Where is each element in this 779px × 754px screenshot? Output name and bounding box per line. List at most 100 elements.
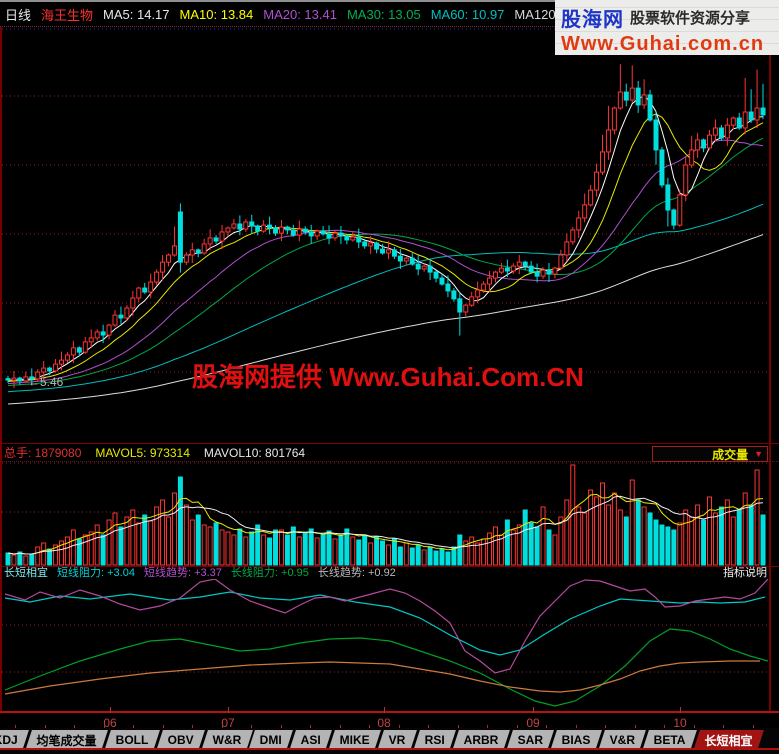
minor-tick: [163, 725, 164, 728]
tab-label: SAR: [517, 733, 543, 747]
indicator-value-readout: 短线阻力: +3.04: [57, 566, 135, 579]
selector-label: 成交量: [712, 447, 749, 462]
indicator-line: [4, 660, 760, 695]
indicator-tab[interactable]: DMI: [249, 730, 294, 748]
indicator-value-readout: 长线趋势: +0.92: [317, 566, 396, 579]
chevron-down-icon: ▼: [754, 448, 763, 459]
minor-tick: [340, 725, 341, 728]
tab-label: BIAS: [561, 733, 591, 747]
tab-label: VR: [389, 733, 406, 747]
minor-tick: [281, 725, 282, 728]
candlestick-chart[interactable]: ←5.46: [0, 27, 779, 443]
minor-tick: [74, 725, 75, 728]
month-label: 07: [221, 716, 235, 730]
indicator-tab[interactable]: BETA: [643, 730, 697, 748]
indicator-tab[interactable]: OBV: [156, 730, 205, 748]
price-chart-panel[interactable]: ←5.46 股海网提供 Www.Guhai.Com.CN: [0, 27, 779, 443]
indicator-chart-panel[interactable]: [0, 579, 779, 711]
stock-name: 海王生物: [41, 7, 94, 23]
tab-label: DMI: [260, 733, 283, 747]
watermark: 股海网提供 Www.Guhai.Com.CN: [192, 362, 584, 392]
indicator-header: 长短相宜 短线阻力: +3.04 短线趋势: +3.37 长线阻力: +0.95 长线…: [0, 566, 779, 579]
minor-tick: [487, 725, 488, 728]
indicator-line: [4, 579, 769, 674]
minor-tick: [104, 725, 105, 728]
indicator-tab[interactable]: RSI: [414, 730, 457, 748]
period-label[interactable]: 日线: [5, 7, 32, 23]
indicator-lines-chart[interactable]: [0, 579, 779, 711]
indicator-tab[interactable]: SAR: [506, 730, 555, 748]
logo-tagline: 股票软件资源分享: [630, 11, 751, 27]
indicator-name: 长短相宜: [4, 566, 48, 579]
minor-tick: [251, 725, 252, 728]
minor-tick: [399, 725, 400, 728]
indicator-tab[interactable]: V&R: [598, 730, 647, 748]
month-label: 06: [103, 716, 117, 730]
tab-label: OBV: [167, 733, 194, 747]
minor-tick: [428, 725, 429, 728]
tab-strip: KDJ 均笔成交量 BOLL OBV W&R DMI ASI MIKE VR RSI ARBR SAR…: [0, 730, 779, 750]
minor-tick: [605, 725, 606, 728]
left-frame-border: [0, 27, 2, 711]
mavol10-readout: MAVOL10: 801764: [203, 445, 306, 460]
indicator-tab[interactable]: VR: [378, 730, 418, 748]
minor-tick: [15, 725, 16, 728]
indicator-values: 短线阻力: +3.04 短线趋势: +3.37 长线阻力: +0.95 长线趋势: +…: [57, 566, 405, 579]
indicator-tab[interactable]: BIAS: [551, 730, 602, 748]
guhai-logo-banner[interactable]: 股海网 股票软件资源分享 Www.Guhai.com.cn: [555, 0, 779, 55]
month-label: 09: [526, 716, 540, 730]
minor-tick: [635, 725, 636, 728]
tab-label: BOLL: [115, 733, 149, 747]
svg-text:←5.46: ←5.46: [28, 375, 64, 389]
minor-tick: [517, 725, 518, 728]
tab-label: ASI: [301, 733, 322, 747]
month-tick: [384, 707, 385, 713]
indicator-line: [4, 591, 766, 656]
indicator-help-link[interactable]: 指标说明: [723, 567, 767, 579]
month-label: 10: [673, 716, 687, 730]
tab-label: RSI: [424, 733, 445, 747]
ma-readout: MA60: 10.97: [430, 6, 505, 22]
minor-tick: [546, 725, 547, 728]
ma-readout: MA5: 14.17: [103, 6, 170, 22]
volume-indicator-selector[interactable]: 成交量 ▼: [652, 446, 768, 462]
indicator-tab[interactable]: 均笔成交量: [26, 730, 108, 748]
mavol5-readout: MAVOL5: 973314: [95, 445, 190, 460]
tab-label: KDJ: [0, 733, 18, 747]
ma-readout: MA20: 13.41: [263, 6, 337, 22]
month-tick: [533, 707, 534, 713]
time-axis: 06 07 08 09 10: [0, 707, 779, 730]
minor-tick: [45, 725, 46, 728]
indicator-tab[interactable]: ASI: [290, 730, 333, 748]
ma-readout: MA30: 13.05: [346, 6, 421, 22]
right-frame-border: [769, 55, 771, 711]
volume-chart-panel[interactable]: [0, 462, 779, 566]
minor-tick: [458, 725, 459, 728]
indicator-tab[interactable]: BOLL: [105, 730, 160, 748]
minor-tick: [310, 725, 311, 728]
indicator-tab[interactable]: ARBR: [453, 730, 510, 748]
tab-label: 均笔成交量: [36, 733, 97, 748]
logo-brand: 股海网: [561, 9, 624, 31]
total-volume-readout: 总手: 1879080: [4, 446, 82, 460]
minor-tick: [664, 725, 665, 728]
minor-tick: [576, 725, 577, 728]
indicator-value-readout: 短线趋势: +3.37: [143, 566, 222, 579]
logo-url[interactable]: Www.Guhai.com.cn: [561, 33, 765, 55]
indicator-tab[interactable]: W&R: [201, 730, 253, 748]
indicator-tab[interactable]: 长短相宜: [693, 730, 764, 748]
volume-bars-chart[interactable]: [0, 462, 779, 566]
tab-label: V&R: [609, 733, 635, 747]
tab-label: ARBR: [463, 733, 499, 747]
indicator-tab-bar: KDJ 均笔成交量 BOLL OBV W&R DMI ASI MIKE VR RSI ARBR SAR…: [0, 728, 779, 754]
minor-tick: [753, 725, 754, 728]
indicator-value-readout: 长线阻力: +0.95: [230, 566, 309, 579]
indicator-tab[interactable]: MIKE: [329, 730, 382, 748]
month-label: 08: [377, 716, 391, 730]
minor-tick: [192, 725, 193, 728]
indicator-tab[interactable]: KDJ: [0, 730, 29, 748]
month-tick: [680, 707, 681, 713]
tab-label: W&R: [212, 733, 242, 747]
ma-readouts: MA5: 14.17 MA10: 13.84 MA20: 13.41 MA30: 13…: [103, 7, 598, 22]
